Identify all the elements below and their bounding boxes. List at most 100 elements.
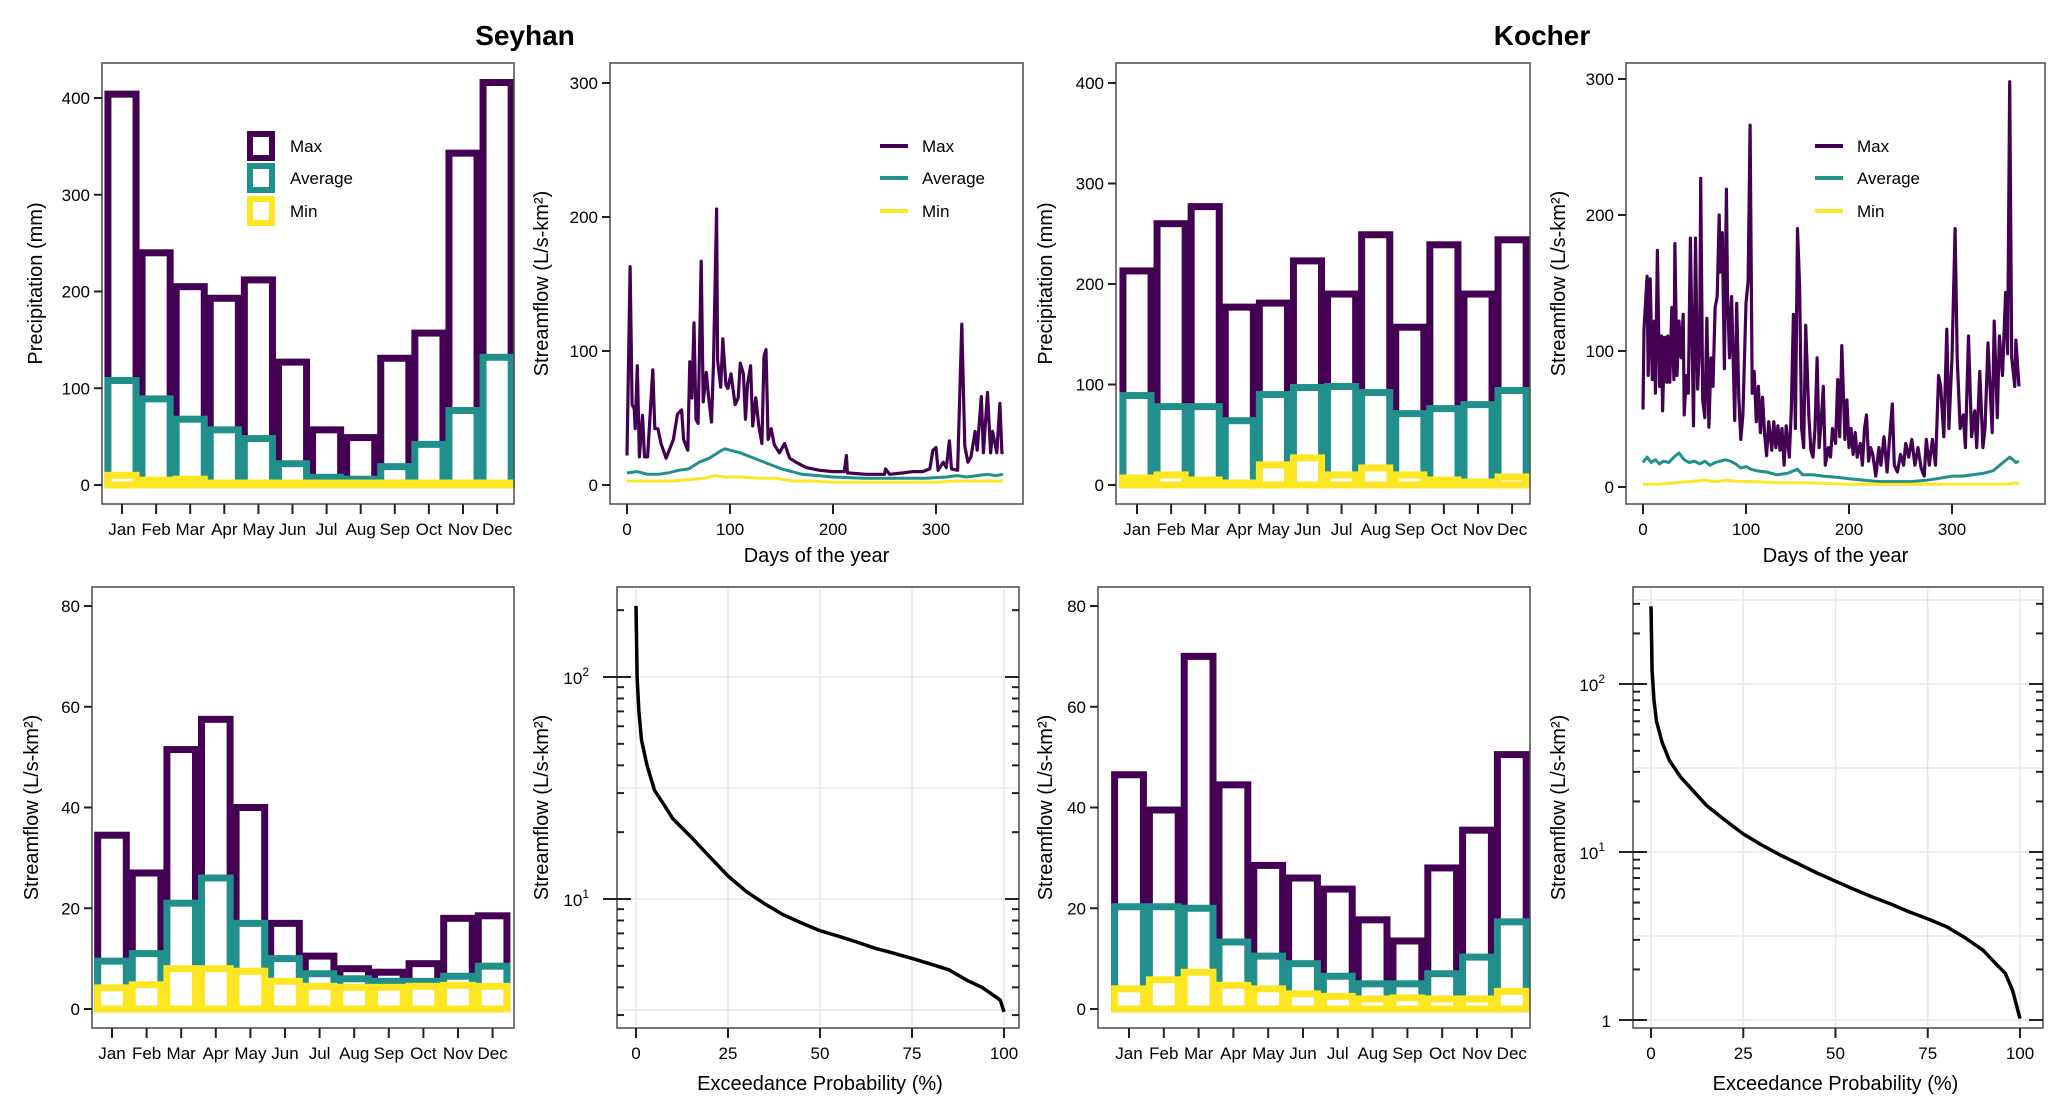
series-min (104, 471, 515, 489)
y-tick-label: 1 (1602, 1012, 1611, 1031)
x-tick-label: Mar (1191, 520, 1221, 539)
bar-min-oct (411, 479, 447, 489)
bar-min-feb (138, 476, 174, 489)
x-tick-label: Sep (1395, 520, 1425, 539)
bar-min-nov (1460, 478, 1496, 489)
bar-min-jul (1319, 992, 1356, 1013)
y-tick-label: 200 (1076, 275, 1104, 294)
line-max (1641, 80, 2021, 478)
legend-label-min: Min (290, 202, 317, 221)
bar-min-aug (336, 983, 372, 1013)
y-axis-label: Streamflow (L/s-km²) (531, 191, 553, 377)
bar-average-may (240, 435, 276, 489)
x-tick-label: 0 (622, 520, 631, 539)
bar-min-dec (1494, 473, 1530, 489)
y-tick-label: 20 (1067, 899, 1086, 918)
bar-average-oct (1426, 405, 1462, 489)
y-tick-label: 200 (570, 208, 598, 227)
y-tick-base: 10 (1579, 844, 1598, 863)
y-axis-label: Streamflow (L/s-km²) (1548, 191, 1570, 377)
bar-min-sep (1389, 994, 1426, 1013)
legend-label-average: Average (922, 169, 985, 188)
bar-min-jul (1324, 471, 1360, 489)
bar-average-dec (479, 353, 515, 489)
x-tick-label: Aug (346, 520, 376, 539)
bar-average-nov (1460, 401, 1496, 489)
bar-min-oct (405, 982, 442, 1013)
bar-average-mar (1187, 403, 1223, 489)
x-tick-label: Apr (1220, 1044, 1247, 1063)
fdc-line (634, 605, 1006, 1013)
bar-min-sep (377, 479, 413, 489)
bar-min-sep (371, 983, 407, 1013)
legend-label-min: Min (922, 202, 949, 221)
y-tick-exponent: 1 (582, 887, 589, 901)
y-tick-label: 100 (570, 342, 598, 361)
y-axis-label: Streamflow (L/s-km²) (1548, 715, 1570, 901)
legend-swatch-max (247, 131, 275, 161)
bar-min-feb (1153, 471, 1189, 489)
plot-frame (101, 62, 515, 505)
panel-seyhan-monthly-streamflow: 0 20 40 60 80 Jan Feb Mar Apr May Jun Jul Aug Sep Oct N… (21, 586, 515, 1063)
bar-min-jan (104, 471, 140, 489)
x-tick-label: 300 (1938, 520, 1966, 539)
y-axis-label: Streamflow (L/s-km²) (1035, 715, 1057, 901)
x-tick-label: 50 (811, 1044, 830, 1063)
bar-min-jan (1119, 474, 1155, 489)
y-tick-base: 1 (1602, 1012, 1611, 1031)
y-tick-label: 60 (61, 698, 80, 717)
x-tick-label: Nov (1463, 520, 1494, 539)
x-tick-label: 0 (631, 1044, 640, 1063)
y-tick-label: 0 (1077, 1000, 1086, 1019)
x-tick-label: Sep (1392, 1044, 1422, 1063)
x-tick-label: Jun (1294, 520, 1321, 539)
y-tick-label: 0 (71, 1000, 80, 1019)
y-tick-exponent: 2 (1598, 672, 1605, 686)
x-axis-label: Exceedance Probability (%) (697, 1073, 943, 1095)
legend-label-max: Max (290, 137, 323, 156)
y-tick-label: 300 (1076, 175, 1104, 194)
x-tick-label: Feb (1149, 1044, 1178, 1063)
x-tick-label: Feb (132, 1044, 161, 1063)
x-tick-label: Dec (477, 1044, 508, 1063)
bar-average-jan (104, 377, 140, 489)
bar-average-feb (138, 395, 174, 489)
x-tick-label: 0 (1638, 520, 1647, 539)
x-tick-label: Aug (1357, 1044, 1387, 1063)
x-tick-label: May (242, 520, 275, 539)
y-tick-label: 60 (1067, 698, 1086, 717)
bar-min-aug (343, 479, 379, 489)
legend: Max Average Min (1815, 137, 1920, 221)
bar-min-jan (94, 984, 130, 1013)
y-tick-label: 100 (1586, 342, 1614, 361)
y-tick-exponent: 2 (582, 665, 589, 679)
x-axis-label: Days of the year (1763, 545, 1909, 567)
bar-average-dec (1494, 387, 1530, 489)
y-tick-label: 300 (570, 74, 598, 93)
bar-min-oct (1426, 476, 1462, 489)
x-tick-label: Jul (1327, 1044, 1349, 1063)
x-tick-label: Oct (1431, 520, 1458, 539)
x-tick-label: Mar (176, 520, 206, 539)
legend: Max Average Min (880, 137, 985, 221)
legend: Max Average Min (247, 131, 353, 226)
bar-min-dec (474, 982, 511, 1013)
bar-min-feb (1145, 976, 1182, 1013)
bar-min-aug (1354, 995, 1391, 1013)
bar-min-mar (1180, 968, 1217, 1013)
x-tick-label: Mar (167, 1044, 197, 1063)
series-min (1119, 454, 1530, 489)
bar-min-jan (1111, 985, 1147, 1013)
legend-swatch-average (247, 163, 275, 193)
y-tick-label: 101 (1579, 840, 1605, 863)
bar-min-apr (198, 965, 234, 1013)
plot-frame (609, 62, 1024, 505)
x-axis-label: Days of the year (744, 545, 890, 567)
panel-kocher-daily: 0 100 200 300 0 100 200 300 Days of the year Stre… (1548, 62, 2046, 567)
legend-label-max: Max (1857, 137, 1890, 156)
y-tick-label: 101 (563, 887, 589, 910)
y-axis-label: Streamflow (L/s-km²) (21, 715, 43, 901)
y-tick-label: 0 (81, 476, 90, 495)
